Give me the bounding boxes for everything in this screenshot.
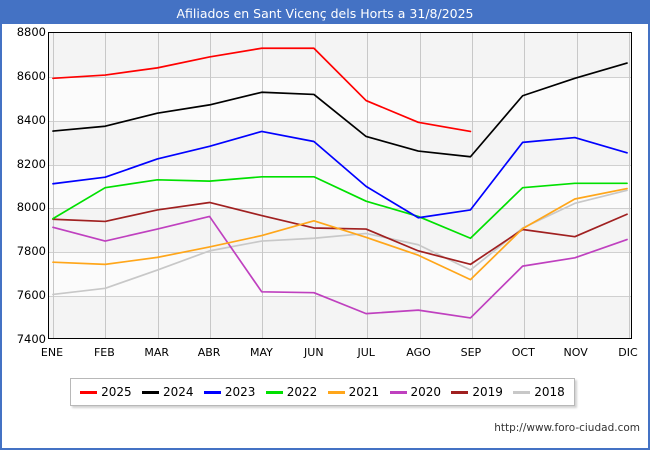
gridline-vertical <box>105 33 106 338</box>
legend-item-2021[interactable]: 2021 <box>327 385 380 399</box>
x-axis-tick-label: MAR <box>144 346 170 359</box>
legend-swatch-icon <box>203 390 221 394</box>
gridline-horizontal <box>49 164 631 166</box>
chart-area: FORO CIUDAD.COM 880086008400820080007800… <box>2 24 648 384</box>
legend-swatch-icon <box>451 390 469 394</box>
x-axis-tick-label: FEB <box>93 346 115 359</box>
legend-swatch-icon <box>80 390 98 394</box>
grid-band <box>49 120 631 165</box>
legend-item-2020[interactable]: 2020 <box>389 385 442 399</box>
legend-item-2018[interactable]: 2018 <box>513 385 565 399</box>
y-axis-tick-label: 8800 <box>16 25 46 39</box>
x-axis-tick-label: DIC <box>618 346 638 359</box>
y-axis-tick-label: 8000 <box>16 200 46 215</box>
series-line-2023 <box>52 130 628 219</box>
legend-swatch-icon <box>142 390 160 394</box>
y-axis-tick-label: 7800 <box>16 244 46 259</box>
gridline-vertical <box>53 33 54 338</box>
x-axis-tick-label: JUN <box>304 346 324 359</box>
series-line-2025 <box>52 47 472 133</box>
legend-item-2019[interactable]: 2019 <box>451 385 503 399</box>
legend-label: 2020 <box>410 385 442 399</box>
footer-url: http://www.foro-ciudad.com <box>494 422 640 434</box>
legend-item-2022[interactable]: 2022 <box>265 385 318 399</box>
y-axis-tick-label: 8600 <box>16 68 46 83</box>
series-line-2022 <box>52 175 628 240</box>
series-line-2024 <box>52 62 628 158</box>
gridline-horizontal <box>49 252 631 254</box>
gridline-vertical <box>420 33 421 338</box>
series-lines <box>52 47 628 319</box>
x-axis-tick-label: ENE <box>40 346 64 359</box>
legend-swatch-icon <box>389 390 407 394</box>
legend-label: 2025 <box>101 385 132 399</box>
gridline-vertical <box>472 33 473 338</box>
gridline-vertical <box>210 33 211 338</box>
legend-item-2025[interactable]: 2025 <box>80 385 132 399</box>
x-axis-tick-label: SEP <box>460 346 482 359</box>
legend-swatch-icon <box>327 390 345 394</box>
legend-label: 2024 <box>163 385 194 399</box>
legend-swatch-icon <box>265 390 283 394</box>
gridline-horizontal <box>49 76 631 78</box>
legend-label: 2023 <box>224 385 256 399</box>
y-axis-tick-label: 8200 <box>16 156 46 171</box>
x-axis-tick-label: JUL <box>357 346 375 359</box>
y-axis-tick-label: 7600 <box>16 288 46 303</box>
plot-region <box>48 32 632 339</box>
gridline-vertical <box>158 33 159 338</box>
gridline-vertical <box>629 33 630 338</box>
gridline-vertical <box>577 33 578 338</box>
legend-item-2024[interactable]: 2024 <box>142 385 194 399</box>
x-axis-tick-label: OCT <box>511 346 535 359</box>
legend-swatch-icon <box>513 390 531 394</box>
legend-label: 2021 <box>348 385 380 399</box>
gridline-horizontal <box>49 208 631 210</box>
x-axis-tick-label: ABR <box>197 346 221 359</box>
legend-item-2023[interactable]: 2023 <box>203 385 256 399</box>
gridline-vertical <box>524 33 525 338</box>
y-axis-tick-label: 8400 <box>16 112 46 127</box>
legend-label: 2022 <box>286 385 318 399</box>
gridline-vertical <box>367 33 368 338</box>
gridline-vertical <box>262 33 263 338</box>
gridline-horizontal <box>49 296 631 298</box>
legend-label: 2019 <box>472 385 503 399</box>
gridline-vertical <box>315 33 316 338</box>
window-title-bar: Afiliados en Sant Vicenç dels Horts a 31… <box>2 2 648 24</box>
legend-label: 2018 <box>534 385 565 399</box>
series-line-2020 <box>52 215 628 319</box>
chart-legend: 2025 2024 2023 2022 2021 2020 2019 2018 <box>70 378 575 406</box>
y-axis-tick-label: 7400 <box>16 332 46 346</box>
page-title: Afiliados en Sant Vicenç dels Horts a 31… <box>176 5 474 21</box>
series-line-2021 <box>52 187 628 281</box>
gridline-horizontal <box>49 120 631 122</box>
x-axis-tick-label: AGO <box>406 346 431 359</box>
series-line-2018 <box>52 189 628 296</box>
x-axis-tick-label: MAY <box>250 346 273 359</box>
x-axis-tick-label: NOV <box>563 346 588 359</box>
